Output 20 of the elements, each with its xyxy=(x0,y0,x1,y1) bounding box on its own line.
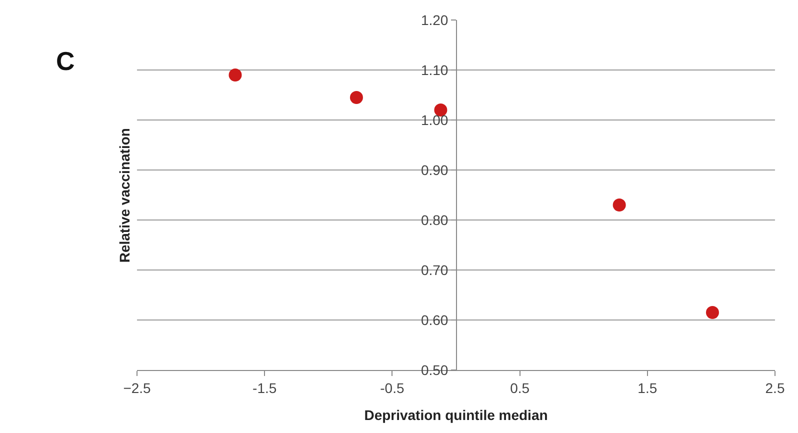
y-tick-label: 0.80 xyxy=(420,212,448,228)
x-axis-title: Deprivation quintile median xyxy=(364,407,548,424)
point xyxy=(706,306,719,319)
text: C xyxy=(56,46,75,76)
x-tick-label: −2.5 xyxy=(123,380,152,396)
point xyxy=(612,198,626,212)
y-tick-label: 0.70 xyxy=(420,262,448,278)
y-tick-label: 0.60 xyxy=(420,312,448,328)
x-tick-label: -0.5 xyxy=(380,380,404,396)
x-tick-label: 2.5 xyxy=(765,380,785,396)
y-tick-label: 1.00 xyxy=(420,112,448,128)
point xyxy=(228,68,242,82)
x-tick-label: 1.5 xyxy=(638,380,658,396)
y-tick-label: 0.90 xyxy=(420,162,448,178)
x-tick-label: -1.5 xyxy=(252,380,277,396)
y-tick-label: 1.10 xyxy=(420,62,448,78)
x-tick-label: 0.5 xyxy=(510,380,530,396)
y-tick-label: 1.20 xyxy=(420,12,448,28)
point xyxy=(350,91,363,104)
y-axis-title: Relative vaccination xyxy=(116,128,133,263)
